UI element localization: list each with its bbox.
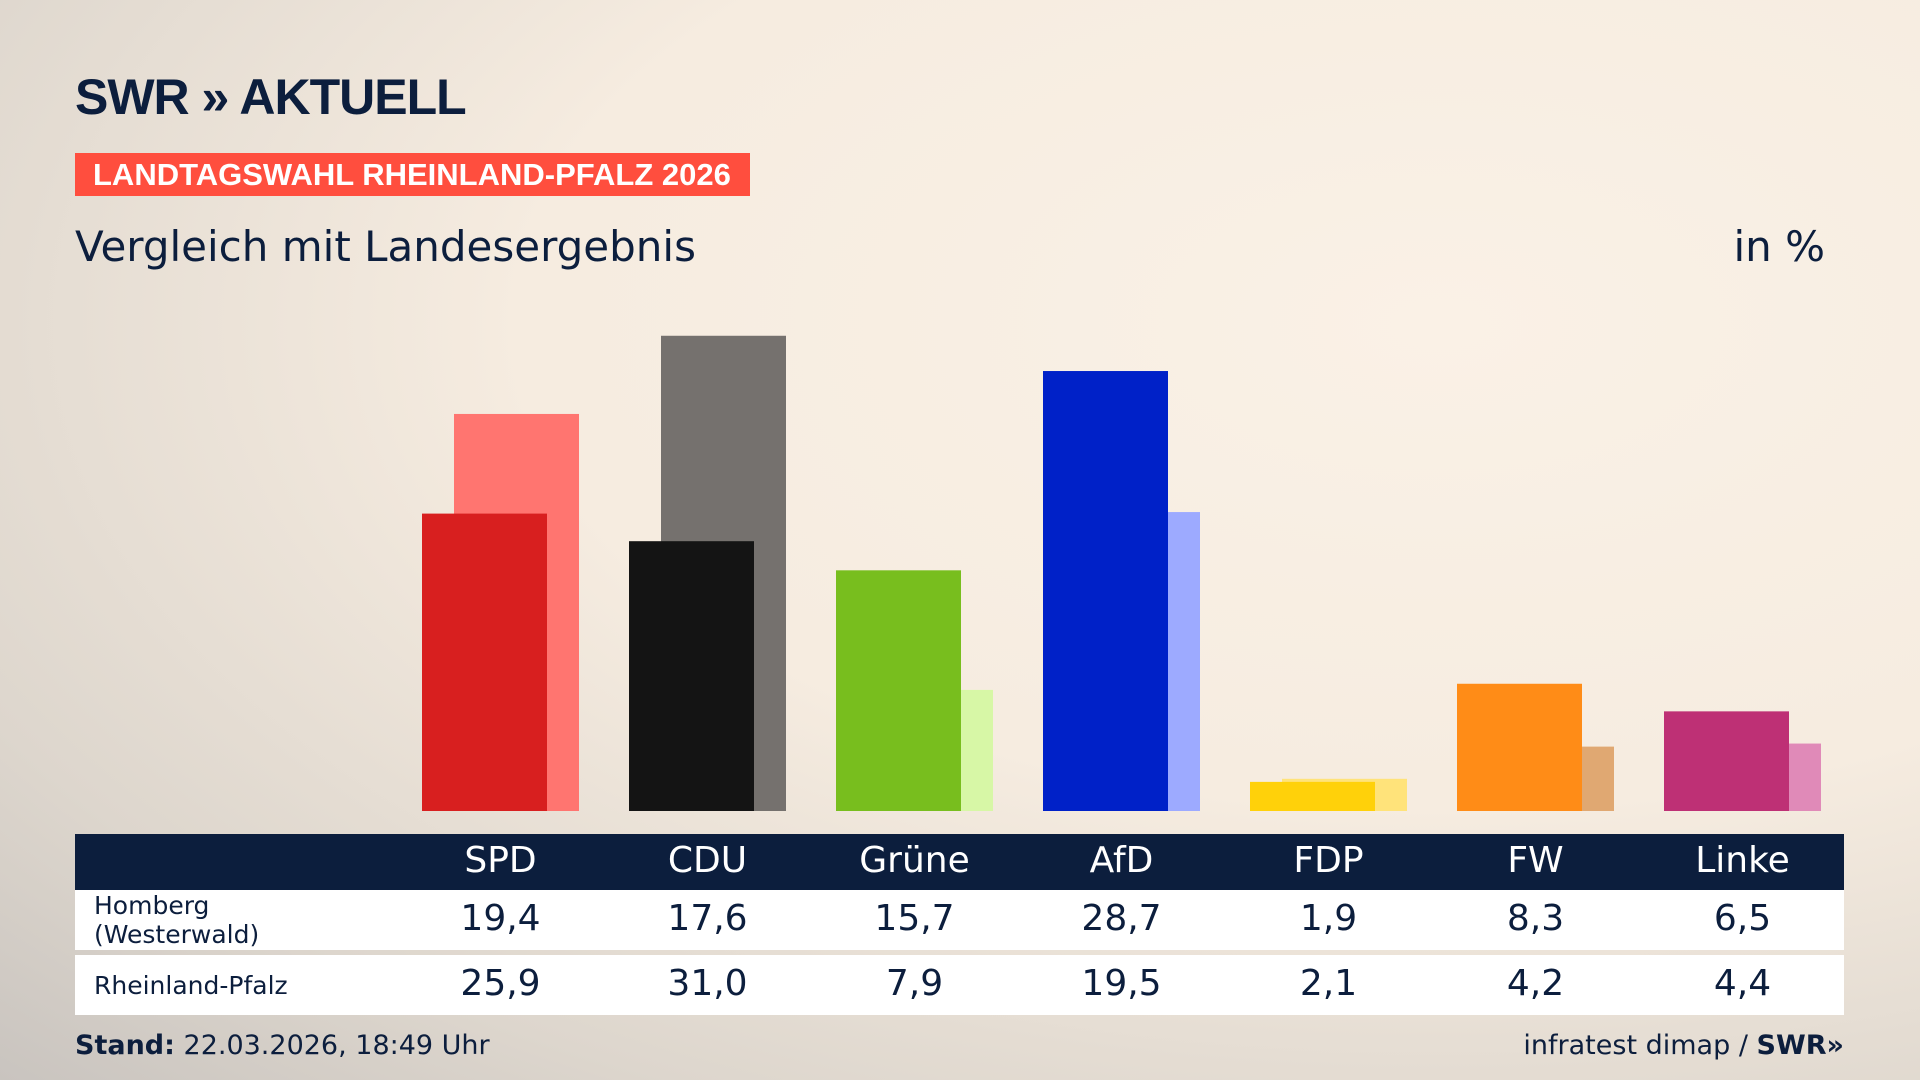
table-row: Homberg (Westerwald) 19,4 17,6 15,7 28,7 1,9 8…	[75, 890, 1844, 950]
value-cell: 6,5	[1713, 898, 1772, 939]
bar-afd-wahlkreis	[1043, 371, 1168, 811]
party-header-fw: FW	[1507, 840, 1564, 881]
party-header-fdp: FDP	[1293, 840, 1364, 881]
table-row: Rheinland-Pfalz 25,9 31,0 7,9 19,5 2,1 4,2 4,4	[75, 955, 1844, 1015]
logo-text: SWR » AKTUELL	[75, 69, 467, 125]
bar-linke-wahlkreis	[1664, 711, 1789, 811]
party-header-spd: SPD	[464, 840, 537, 881]
party-header-linke: Linke	[1695, 840, 1790, 881]
value-cell: 28,7	[1081, 898, 1162, 939]
swr-logo: SWR»	[1756, 1030, 1844, 1061]
table-header: SPD CDU Grüne AfD FDP FW Linke	[75, 834, 1844, 890]
bar-grüne-wahlkreis	[836, 570, 961, 811]
bar-spd-wahlkreis	[422, 513, 547, 811]
value-cell: 4,4	[1713, 963, 1772, 1004]
value-cell: 2,1	[1299, 963, 1358, 1004]
value-cell: 19,4	[460, 898, 541, 939]
swr-aktuell-logo: SWR » AKTUELL	[75, 68, 467, 126]
value-cell: 8,3	[1506, 898, 1565, 939]
value-cell: 31,0	[667, 963, 748, 1004]
value-cell: 17,6	[667, 898, 748, 939]
source: infratest dimap / SWR»	[1523, 1030, 1844, 1061]
value-cell: 7,9	[885, 963, 944, 1004]
party-header-cdu: CDU	[667, 840, 748, 881]
stand-label: Stand:	[75, 1030, 175, 1061]
party-header-afd: AfD	[1089, 840, 1154, 881]
chart-subtitle: Vergleich mit Landesergebnis	[75, 222, 696, 271]
bar-cdu-wahlkreis	[629, 541, 754, 811]
timestamp: Stand: 22.03.2026, 18:49 Uhr	[75, 1030, 490, 1061]
value-cell: 4,2	[1506, 963, 1565, 1004]
source-text: infratest dimap /	[1523, 1030, 1748, 1061]
value-cell: 25,9	[460, 963, 541, 1004]
bar-fdp-wahlkreis	[1250, 781, 1375, 811]
value-cell: 19,5	[1081, 963, 1162, 1004]
party-header-grüne: Grüne	[859, 840, 970, 881]
row-label: Rheinland-Pfalz	[94, 970, 288, 1000]
election-badge: LANDTAGSWAHL RHEINLAND-PFALZ 2026	[75, 153, 750, 196]
stand-value: 22.03.2026, 18:49 Uhr	[183, 1030, 490, 1061]
value-cell: 1,9	[1299, 898, 1358, 939]
row-label: Homberg (Westerwald)	[94, 891, 260, 949]
bar-fw-wahlkreis	[1457, 683, 1582, 811]
unit-label: in %	[1733, 222, 1825, 271]
value-cell: 15,7	[874, 898, 955, 939]
